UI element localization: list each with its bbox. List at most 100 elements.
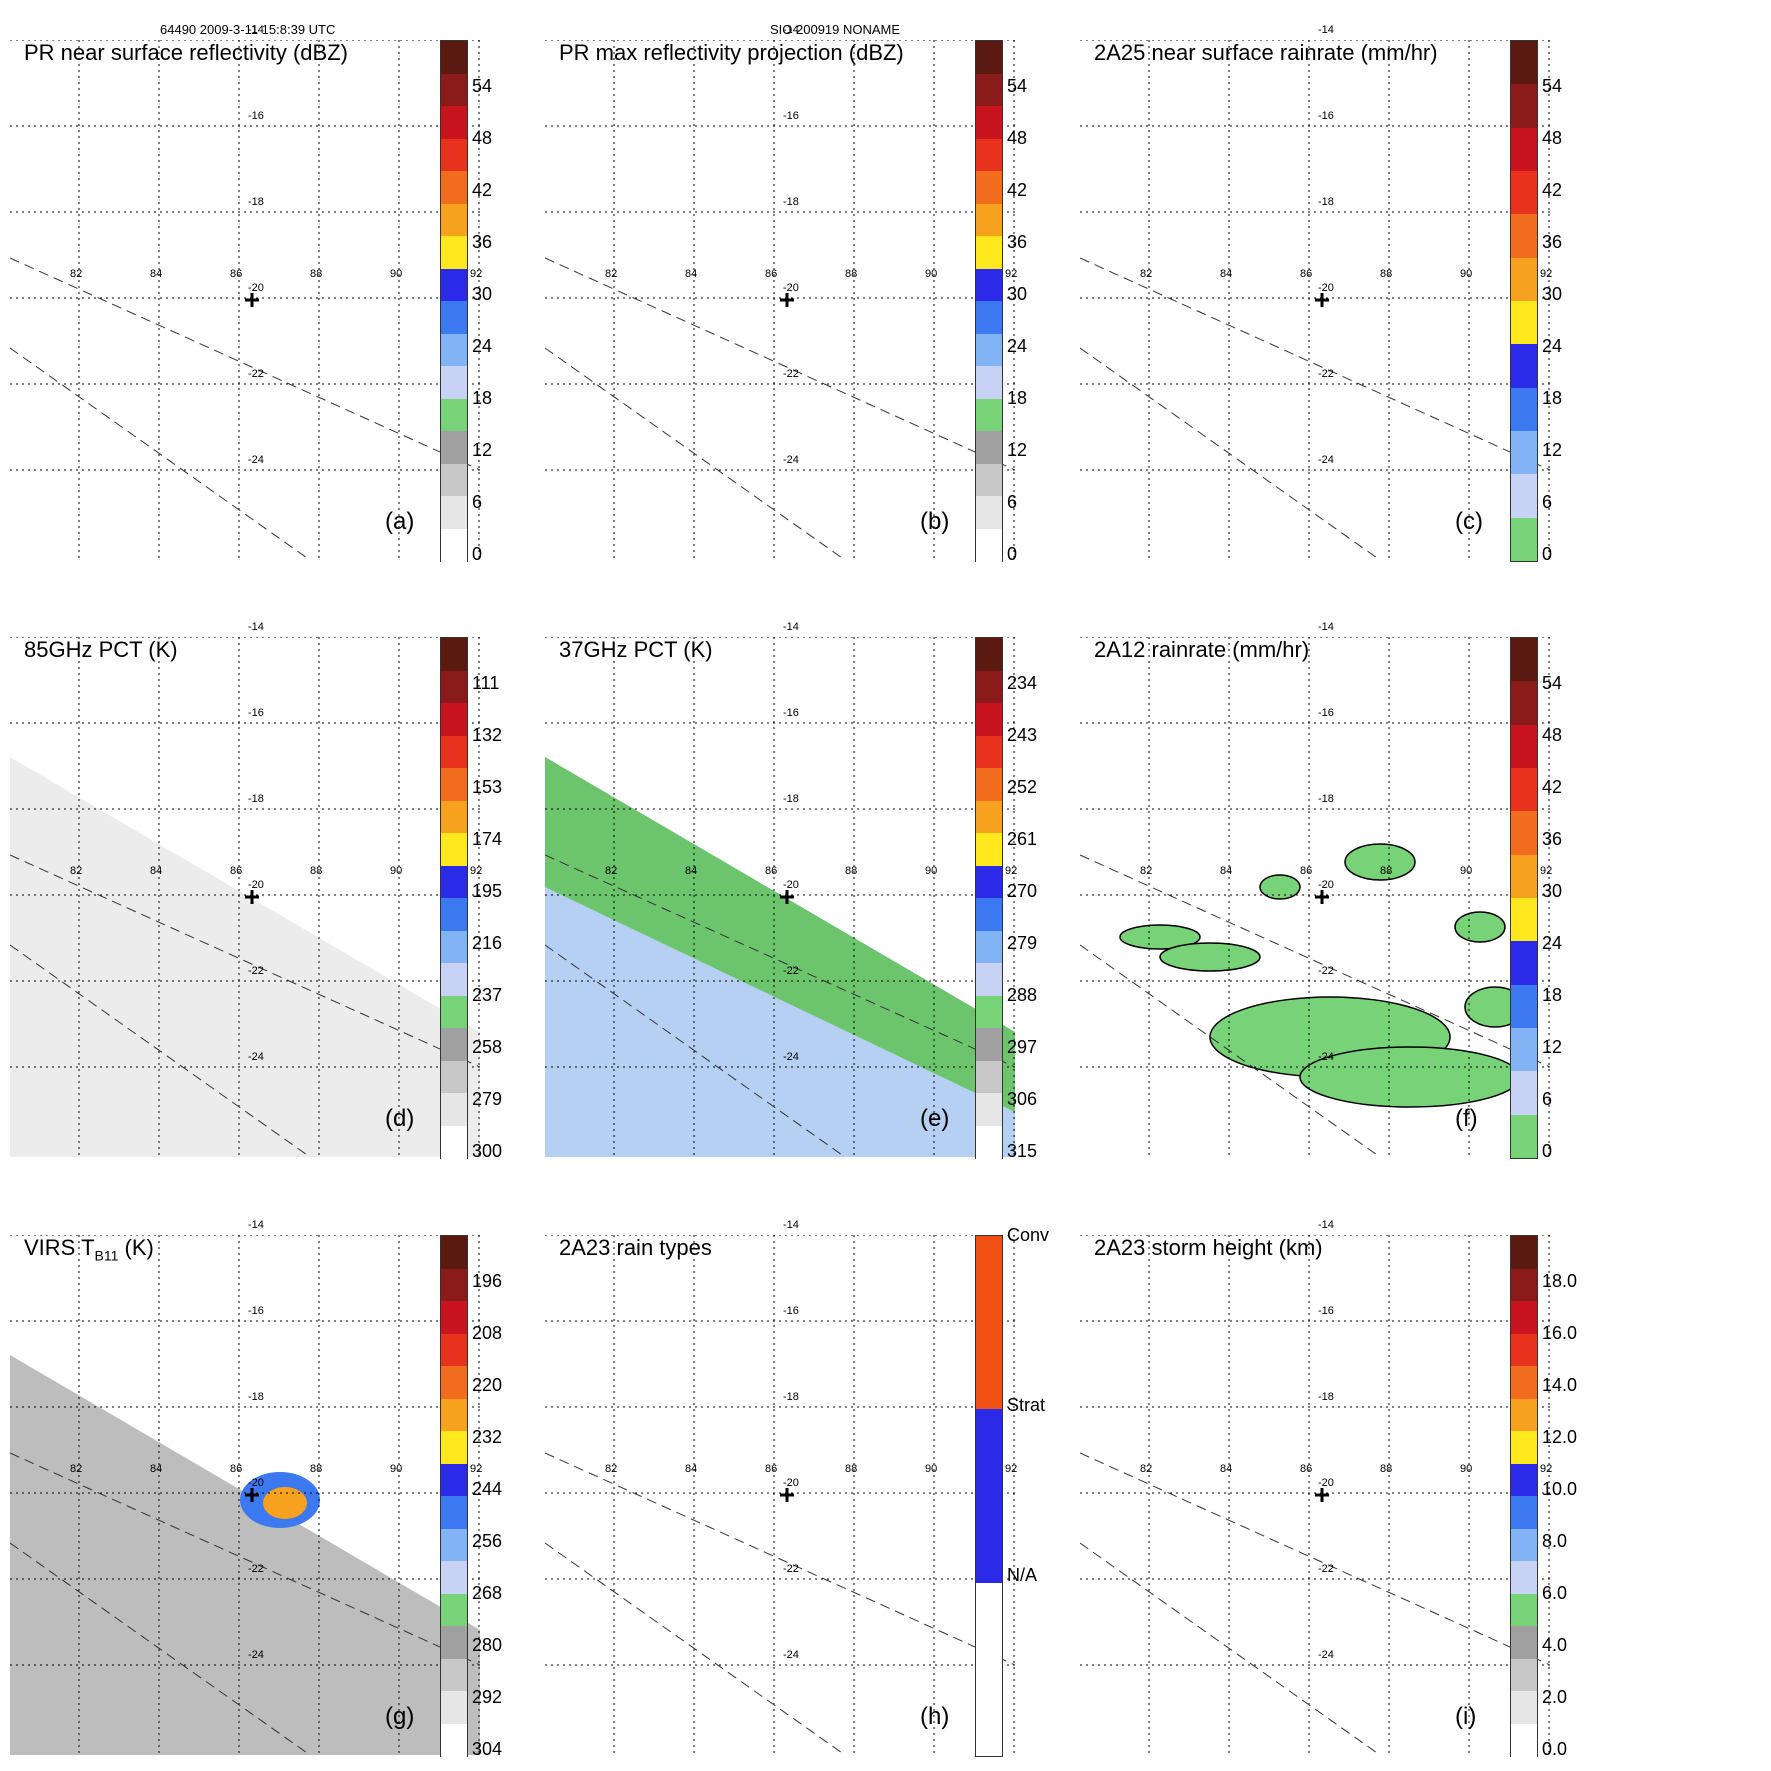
colorbar-tick: 252 xyxy=(1007,777,1038,797)
panel-title-g: VIRS TB11 (K) xyxy=(24,1235,154,1264)
lat-label: -24 xyxy=(248,454,264,466)
colorbar-segment xyxy=(441,1060,467,1094)
lon-label: 82 xyxy=(1140,1463,1153,1475)
lon-label: 84 xyxy=(150,865,163,877)
lon-label: 86 xyxy=(230,1463,243,1475)
lon-label: 82 xyxy=(70,268,83,280)
map-f xyxy=(1080,637,1550,1157)
colorbar-tick: 196 xyxy=(472,1271,503,1291)
lat-label: -22 xyxy=(248,368,264,380)
lat-label: -18 xyxy=(1318,793,1334,805)
swath-edge xyxy=(545,257,1015,471)
colorbar-segment xyxy=(1511,681,1537,726)
colorbar-tick: 54 xyxy=(1542,673,1563,693)
swath-edge xyxy=(10,347,311,560)
colorbar-segment xyxy=(976,638,1002,671)
panel-letter-c: (c) xyxy=(1455,508,1483,535)
colorbar-segment xyxy=(441,638,467,671)
lon-label: 86 xyxy=(1300,865,1313,877)
colorbar-tick: 297 xyxy=(1007,1037,1038,1057)
lon-label: 92 xyxy=(470,865,483,877)
colorbar-segment xyxy=(976,366,1002,399)
lat-label: -18 xyxy=(783,793,799,805)
colorbar-tick: 12 xyxy=(472,440,493,460)
swath-edge xyxy=(10,944,311,1157)
swath-edge xyxy=(1080,944,1381,1157)
lon-label: 88 xyxy=(1380,1463,1393,1475)
lon-label: 86 xyxy=(1300,268,1313,280)
lon-label: 90 xyxy=(390,1463,403,1475)
colorbar-segment xyxy=(441,236,467,269)
colorbar-segment xyxy=(976,463,1002,497)
panel-letter-b: (b) xyxy=(920,508,950,535)
colorbar-segment xyxy=(1511,387,1537,432)
colorbar-tick: 16.0 xyxy=(1542,1323,1578,1343)
lat-label: -22 xyxy=(783,368,799,380)
colorbar-segment xyxy=(441,703,467,736)
lon-label: 88 xyxy=(1380,268,1393,280)
lon-label: 84 xyxy=(685,268,698,280)
lat-label: -20 xyxy=(783,282,799,294)
colorbar-g xyxy=(440,1235,468,1757)
colorbar-segment xyxy=(1511,1114,1537,1159)
panel-title-a: PR near surface reflectivity (dBZ) xyxy=(24,40,348,65)
colorbar-tick: Strat xyxy=(1007,1395,1046,1415)
colorbar-segment xyxy=(441,73,467,107)
colorbar-tick: 54 xyxy=(472,76,493,96)
swath-edge xyxy=(545,1452,1015,1666)
lon-label: 86 xyxy=(765,268,778,280)
lat-label: -18 xyxy=(783,1391,799,1403)
colorbar-segment xyxy=(441,670,467,704)
colorbar-segment xyxy=(976,496,1002,529)
colorbar-segment xyxy=(1511,984,1537,1029)
colorbar-tick: 54 xyxy=(1542,76,1563,96)
lat-label: -20 xyxy=(248,282,264,294)
lon-label: 88 xyxy=(1380,865,1393,877)
colorbar-segment xyxy=(441,431,467,464)
panel-c: -14 -16 -18 -20 -22 -24 82 84 86 88 90 92 2A25 near … xyxy=(1080,24,1580,570)
lat-label: -22 xyxy=(1318,368,1334,380)
colorbar-tick: 258 xyxy=(472,1037,503,1057)
panel-letter-f: (f) xyxy=(1455,1105,1478,1132)
lon-label: 90 xyxy=(1460,268,1473,280)
lon-label: 92 xyxy=(1005,865,1018,877)
colorbar-segment xyxy=(441,268,467,302)
lon-label: 88 xyxy=(845,268,858,280)
swath-edge xyxy=(1080,347,1381,560)
colorbar-segment xyxy=(441,865,467,899)
colorbar-tick: 42 xyxy=(1542,180,1563,200)
colorbar-segment xyxy=(441,106,467,139)
colorbar-segment xyxy=(1511,1236,1537,1269)
lat-label: -18 xyxy=(783,196,799,208)
colorbar-segment xyxy=(976,171,1002,204)
colorbar-segment xyxy=(441,833,467,866)
colorbar-segment xyxy=(441,1093,467,1126)
colorbar-tick: 243 xyxy=(1007,725,1038,745)
colorbar-tick: 48 xyxy=(1542,128,1563,148)
colorbar-segment xyxy=(1511,344,1537,389)
colorbar-segment xyxy=(441,963,467,996)
lat-label: -14 xyxy=(1318,621,1334,633)
lon-label: 84 xyxy=(685,1463,698,1475)
colorbar-tick: Conv xyxy=(1007,1225,1050,1245)
colorbar-tick: 12.0 xyxy=(1542,1427,1578,1447)
lat-label: -18 xyxy=(1318,196,1334,208)
lat-label: -14 xyxy=(1318,24,1334,36)
colorbar-tick: 30 xyxy=(1542,284,1563,304)
lat-label: -18 xyxy=(1318,1391,1334,1403)
lat-label: -22 xyxy=(1318,1563,1334,1575)
lon-label: 92 xyxy=(1005,1463,1018,1475)
colorbar-tick: 0 xyxy=(472,544,483,564)
lat-label: -16 xyxy=(1318,110,1334,122)
colorbar-f xyxy=(1510,637,1538,1159)
colorbar-tick: 0.0 xyxy=(1542,1739,1568,1759)
lat-label: -20 xyxy=(248,879,264,891)
lon-label: 84 xyxy=(1220,1463,1233,1475)
colorbar-segment xyxy=(1511,1658,1537,1692)
colorbar-segment xyxy=(976,236,1002,269)
colorbar-e xyxy=(975,637,1003,1159)
map-g xyxy=(10,1235,480,1755)
panel-letter-a: (a) xyxy=(385,508,415,535)
colorbar-segment xyxy=(976,670,1002,704)
colorbar-segment xyxy=(441,1028,467,1061)
